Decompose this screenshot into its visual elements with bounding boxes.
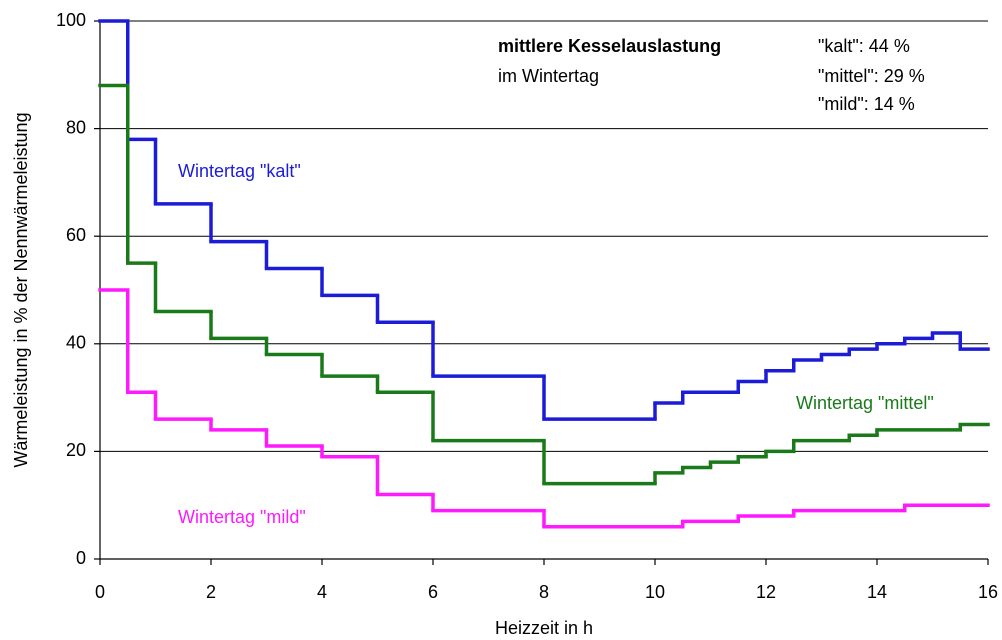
- x-tick-label: 0: [95, 582, 105, 602]
- x-tick-label: 4: [317, 582, 327, 602]
- y-tick-label: 100: [56, 10, 86, 30]
- series-label: Wintertag "mittel": [796, 393, 934, 413]
- series-label: Wintertag "kalt": [178, 161, 301, 181]
- annotation-line: "mittel": 29 %: [818, 66, 925, 86]
- x-tick-label: 6: [428, 582, 438, 602]
- x-tick-label: 16: [978, 582, 998, 602]
- x-tick-label: 8: [539, 582, 549, 602]
- y-tick-label: 40: [66, 333, 86, 353]
- annotation-line: "kalt": 44 %: [818, 36, 910, 56]
- x-tick-label: 12: [756, 582, 776, 602]
- y-tick-label: 0: [76, 548, 86, 568]
- y-axis-label: Wärmeleistung in % der Nennwärmeleistung: [11, 112, 31, 467]
- x-tick-label: 2: [206, 582, 216, 602]
- x-axis-label: Heizzeit in h: [495, 618, 593, 638]
- series-label: Wintertag "mild": [178, 507, 306, 527]
- annotation-line: "mild": 14 %: [818, 94, 915, 114]
- y-tick-label: 20: [66, 440, 86, 460]
- y-tick-label: 80: [66, 117, 86, 137]
- annotation-subtitle: im Wintertag: [498, 66, 599, 86]
- y-tick-label: 60: [66, 225, 86, 245]
- x-tick-label: 14: [867, 582, 887, 602]
- annotation-title: mittlere Kesselauslastung: [498, 36, 721, 56]
- x-tick-label: 10: [645, 582, 665, 602]
